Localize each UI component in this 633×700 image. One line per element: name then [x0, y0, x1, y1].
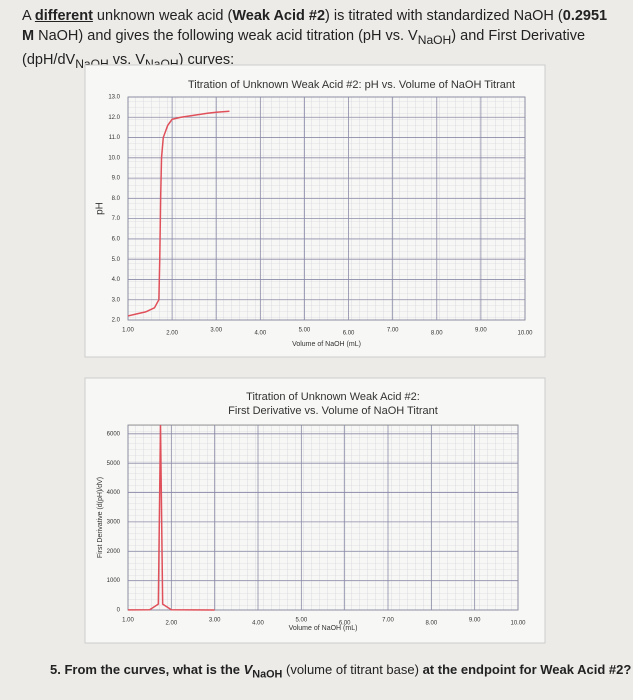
y-tick-label: 3000 [107, 519, 121, 525]
intro-text: 0.2951 M [22, 8, 608, 44]
y-tick-label: 4.0 [112, 277, 121, 283]
x-tick-label: 5.00 [295, 618, 307, 624]
question-text: V [243, 662, 253, 677]
x-tick-label: 6.00 [339, 621, 351, 627]
x-tick-label: 5.00 [299, 328, 311, 334]
intro: A different unknown weak acid (Weak Acid… [22, 6, 622, 74]
x-tick-label: 7.00 [387, 328, 399, 334]
x-tick-label: 8.00 [431, 331, 443, 337]
y-tick-label: 9.0 [112, 176, 121, 182]
x-axis-label: Volume of NaOH (mL) [289, 625, 358, 632]
question-text: NaOH [252, 668, 283, 681]
x-tick-label: 4.00 [252, 621, 264, 627]
y-axis-label: pH [95, 202, 106, 215]
data-line [127, 110, 230, 317]
chart-title: Titration of Unknown Weak Acid #2: [246, 391, 420, 403]
x-tick-label: 8.00 [425, 621, 437, 627]
y-tick-label: 10.0 [108, 155, 120, 161]
chart-title: Titration of Unknown Weak Acid #2: pH vs… [188, 79, 515, 91]
y-tick-label: 12.0 [108, 115, 120, 121]
y-tick-label: 6.0 [112, 236, 121, 242]
y-tick-label: 2000 [107, 549, 121, 555]
y-tick-label: 4000 [107, 490, 121, 496]
x-tick-label: 10.00 [510, 621, 526, 627]
question-text: (volume of titrant base) [282, 662, 423, 677]
x-axis-label: Volume of NaOH (mL) [292, 341, 361, 348]
y-tick-label: 8.0 [112, 196, 121, 202]
x-tick-label: 10.00 [517, 331, 533, 337]
plot-area [127, 424, 519, 611]
y-tick-label: 11.0 [109, 135, 121, 141]
question: 5. From the curves, what is the VNaOH (v… [50, 662, 631, 681]
x-tick-label: 4.00 [254, 331, 266, 337]
y-axis-label: First Derivative (d(pH)/dV) [97, 477, 104, 558]
intro-text: different [34, 8, 93, 24]
x-tick-label: 2.00 [166, 331, 178, 337]
y-tick-label: 0 [117, 608, 121, 614]
chart-subtitle: First Derivative vs. Volume of NaOH Titr… [228, 405, 438, 417]
y-tick-label: 13.0 [108, 95, 120, 101]
y-tick-label: 5.0 [112, 257, 121, 263]
intro-text: ) and First Derivative (dpH/dV [22, 28, 586, 68]
intro-text: ) is titrated with standardized NaOH ( [325, 8, 563, 24]
y-tick-label: 2.0 [112, 318, 121, 324]
x-tick-label: 7.00 [382, 618, 394, 624]
x-tick-label: 9.00 [469, 618, 481, 624]
intro-text: unknown weak acid ( [92, 8, 233, 24]
y-tick-label: 5000 [107, 461, 121, 467]
x-tick-label: 3.00 [209, 618, 221, 624]
question-text: at the endpoint for Weak Acid #2? [422, 662, 632, 677]
x-tick-label: 2.00 [165, 621, 177, 627]
intro-text: A [22, 8, 35, 24]
intro-text: NaOH [417, 32, 452, 47]
y-tick-label: 6000 [107, 431, 121, 437]
plot-area [127, 96, 526, 321]
intro-text: vs. V [108, 51, 146, 68]
y-tick-label: 1000 [107, 578, 121, 584]
x-tick-label: 9.00 [475, 328, 487, 334]
x-tick-label: 6.00 [343, 331, 355, 337]
intro-text: NaOH) and gives the following weak acid … [34, 28, 418, 44]
data-line [127, 424, 215, 611]
x-tick-label: 1.00 [122, 618, 134, 624]
question-text: 5. From the curves, what is the [50, 662, 244, 677]
intro-text: Weak Acid #2 [232, 8, 326, 24]
y-tick-label: 7.0 [112, 216, 121, 222]
y-tick-label: 3.0 [112, 297, 121, 303]
intro-text: ) curves: [178, 51, 235, 68]
x-tick-label: 3.00 [210, 328, 222, 334]
x-tick-label: 1.00 [122, 328, 134, 334]
